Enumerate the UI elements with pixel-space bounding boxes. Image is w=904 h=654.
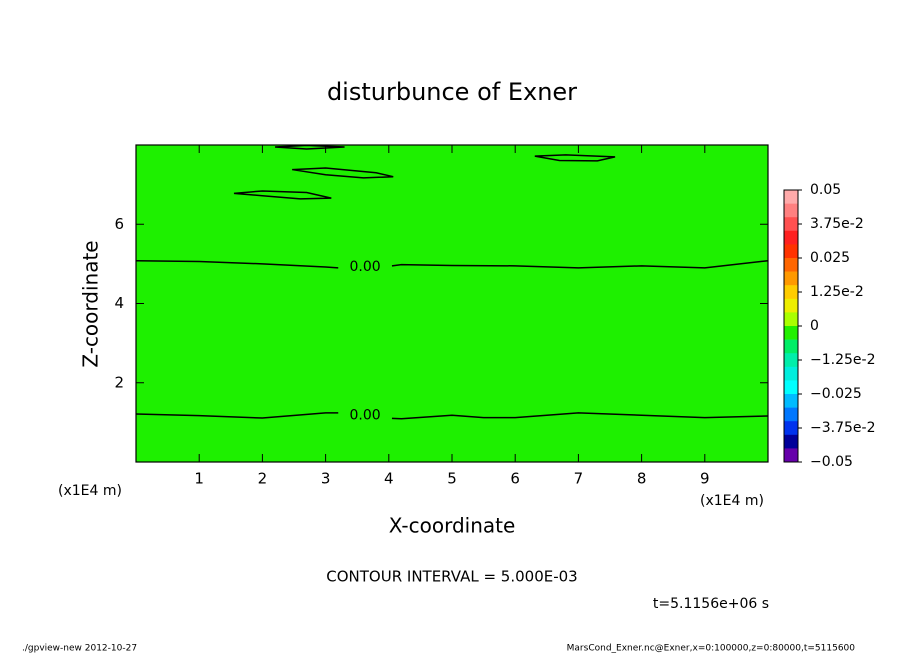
x-tick-label: 7 xyxy=(574,470,584,488)
colorbar-label: 3.75e-2 xyxy=(810,216,864,232)
colorbar-band xyxy=(784,312,798,327)
x-tick-label: 9 xyxy=(700,470,710,488)
colorbar-label: −0.025 xyxy=(810,386,862,402)
x-tick-label: 6 xyxy=(510,470,520,488)
colorbar-band xyxy=(784,285,798,300)
contour-label: 0.00 xyxy=(350,408,381,424)
colorbar-band xyxy=(784,258,798,272)
x-tick-label: 2 xyxy=(258,470,268,488)
x-tick-label: 8 xyxy=(637,470,647,488)
chart-title: disturbunce of Exner xyxy=(327,78,577,106)
contour-line xyxy=(291,167,394,179)
colorbar-band xyxy=(784,203,798,218)
x-axis-label: X-coordinate xyxy=(389,514,516,538)
colorbar-band xyxy=(784,339,798,354)
colorbar-label: −3.75e-2 xyxy=(810,420,875,436)
x-tick-label: 4 xyxy=(384,470,394,488)
colorbar-band xyxy=(784,244,798,259)
contour-interval: CONTOUR INTERVAL = 5.000E-03 xyxy=(326,568,577,586)
colorbar-band xyxy=(784,298,798,313)
y-tick-label: 2 xyxy=(114,373,124,391)
colorbar-band xyxy=(784,407,798,422)
colorbar-label: −1.25e-2 xyxy=(810,352,875,368)
x-tick-label: 5 xyxy=(447,470,457,488)
colorbar-band xyxy=(784,217,798,232)
colorbar-label: −0.05 xyxy=(810,454,853,470)
colorbar-label: 0.025 xyxy=(810,250,850,266)
y-axis-label: Z-coordinate xyxy=(79,240,103,367)
contour-line xyxy=(135,412,769,420)
contour-label: 0.00 xyxy=(350,259,381,275)
x-unit: (x1E4 m) xyxy=(58,483,122,499)
field xyxy=(136,145,768,462)
colorbar-band xyxy=(784,190,798,204)
x-tick-label: 1 xyxy=(194,470,204,488)
y-tick-label: 4 xyxy=(114,294,124,312)
y-tick-label: 6 xyxy=(114,215,124,233)
colorbar-band xyxy=(784,448,798,463)
contour-line xyxy=(274,144,345,150)
x-unit: (x1E4 m) xyxy=(700,493,764,509)
contour-line xyxy=(233,190,332,200)
colorbar-band xyxy=(784,421,798,436)
time-label: t=5.1156e+06 s xyxy=(653,596,769,612)
colorbar-band xyxy=(784,434,798,449)
footer-right: MarsCond_Exner.nc@Exner,x=0:100000,z=0:8… xyxy=(567,644,856,654)
x-tick-label: 3 xyxy=(321,470,331,488)
contour-line xyxy=(534,154,616,162)
colorbar-band xyxy=(784,394,798,408)
colorbar-band xyxy=(784,353,798,368)
colorbar-band xyxy=(784,271,798,286)
colorbar-band xyxy=(784,326,798,340)
colorbar-band xyxy=(784,380,798,395)
colorbar-band xyxy=(784,230,798,245)
contour-line xyxy=(135,259,769,269)
colorbar-label: 0.05 xyxy=(810,182,841,198)
colorbar-label: 1.25e-2 xyxy=(810,284,864,300)
colorbar-band xyxy=(784,366,798,381)
colorbar-label: 0 xyxy=(810,318,819,334)
footer-left: ./gpview-new 2012-10-27 xyxy=(22,644,137,654)
